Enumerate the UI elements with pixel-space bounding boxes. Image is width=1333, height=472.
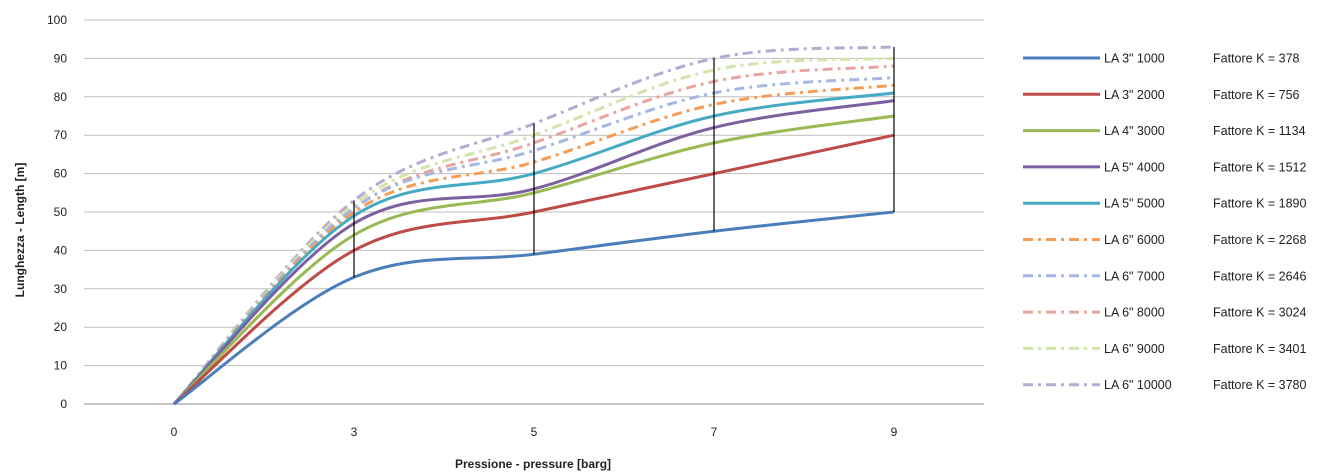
series-line-5 [172,91,895,406]
y-tick-label: 30 [54,282,68,296]
legend-k-factor: Fattore K = 3024 [1213,306,1307,320]
series-line-9 [172,56,895,406]
legend-k-factor: Fattore K = 2268 [1213,233,1307,247]
x-tick-label: 5 [531,425,538,439]
y-tick-label: 40 [54,243,68,257]
x-tick-label: 3 [351,425,358,439]
y-axis-label: Lunghezza - Length [m] [13,163,27,298]
legend-k-factor: Fattore K = 2646 [1213,269,1307,283]
legend-series-name: LA 6" 10000 [1104,378,1172,392]
legend-series-name: LA 3" 1000 [1104,52,1165,66]
legend-k-factor: Fattore K = 3780 [1213,378,1307,392]
y-tick-label: 60 [54,167,68,181]
legend-series-name: LA 3" 2000 [1104,88,1165,102]
y-tick-labels: 0 10 20 30 40 50 60 70 80 90 100 [47,13,67,411]
y-tick-label: 80 [54,90,68,104]
y-tick-label: 0 [60,397,67,411]
series-line-6 [172,83,895,406]
legend-series-name: LA 4" 3000 [1104,124,1165,138]
y-tick-label: 90 [54,51,68,65]
y-tick-label: 100 [47,13,67,27]
x-tick-label: 7 [711,425,718,439]
y-tick-label: 70 [54,128,68,142]
series-line-7 [172,76,895,406]
legend-series-name: LA 6" 8000 [1104,306,1165,320]
legend-k-factor: Fattore K = 1890 [1213,197,1307,211]
y-tick-label: 20 [54,320,68,334]
legend: LA 3" 1000 Fattore K = 378 LA 3" 2000 Fatto… [1023,52,1307,392]
legend-k-factor: Fattore K = 756 [1213,88,1300,102]
x-tick-label: 9 [891,425,898,439]
drop-lines [353,46,895,278]
series-lines [172,45,895,406]
x-tick-label: 0 [171,425,178,439]
legend-k-factor: Fattore K = 3401 [1213,342,1307,356]
y-tick-label: 50 [54,205,68,219]
series-line-4 [172,99,895,406]
y-tick-label: 10 [54,359,68,373]
legend-k-factor: Fattore K = 1134 [1213,124,1306,138]
legend-series-name: LA 6" 7000 [1104,269,1165,283]
x-tick-labels: 0 3 5 7 9 [171,425,898,439]
legend-k-factor: Fattore K = 378 [1213,52,1300,66]
legend-k-factor: Fattore K = 1512 [1213,160,1307,174]
legend-series-name: LA 6" 6000 [1104,233,1165,247]
series-line-1 [173,210,895,406]
legend-series-name: LA 5" 5000 [1104,197,1165,211]
series-line-10 [172,45,895,405]
legend-series-name: LA 5" 4000 [1104,160,1165,174]
legend-series-name: LA 6" 9000 [1104,342,1165,356]
x-axis-label: Pressione - pressure [barg] [455,457,611,471]
